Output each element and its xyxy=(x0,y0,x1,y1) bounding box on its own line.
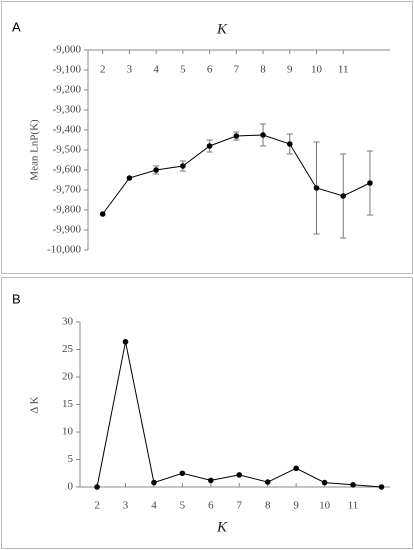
point xyxy=(264,479,271,485)
point xyxy=(233,133,240,139)
x-tick-label: 7 xyxy=(234,64,240,76)
y-tick-label: -10,000 xyxy=(47,244,81,256)
x-tick-label: 9 xyxy=(293,500,299,512)
x-tick-label: 8 xyxy=(260,64,266,76)
x-tick-label: 5 xyxy=(180,64,186,76)
point xyxy=(151,479,157,486)
y-tick-label: 25 xyxy=(62,343,74,355)
y-tick-label: 5 xyxy=(68,453,74,465)
x-tick-label: 7 xyxy=(237,500,243,512)
point xyxy=(153,167,159,173)
x-tick-label: 3 xyxy=(127,64,133,76)
point xyxy=(179,470,186,477)
x-tick-label: 4 xyxy=(153,64,159,76)
point xyxy=(260,132,266,138)
y-tick-label: 0 xyxy=(68,481,74,493)
y-tick-label: -9,900 xyxy=(53,224,82,236)
point xyxy=(313,185,320,191)
point xyxy=(122,339,129,345)
x-tick-label: 11 xyxy=(348,500,359,512)
point xyxy=(340,193,347,199)
x-tick-label: 2 xyxy=(100,64,106,76)
y-axis-label: Mean LnP(K) xyxy=(29,119,41,181)
y-tick-label: -9,300 xyxy=(53,104,82,116)
point xyxy=(286,141,293,147)
y-axis-label: Δ K xyxy=(29,396,41,413)
x-tick-label: 5 xyxy=(180,500,186,512)
y-tick-label: -9,200 xyxy=(53,84,82,96)
y-tick-label: -9,800 xyxy=(53,204,82,216)
y-tick-label: -9,000 xyxy=(53,44,82,56)
point xyxy=(293,465,299,472)
y-tick-label: 15 xyxy=(62,398,74,410)
x-tick-label: 3 xyxy=(123,500,129,512)
point xyxy=(126,175,133,181)
x-tick-label: 8 xyxy=(265,500,271,512)
y-tick-label: -9,400 xyxy=(53,124,82,136)
x-axis-label: K xyxy=(216,519,228,535)
point xyxy=(180,163,186,169)
y-tick-label: -9,700 xyxy=(53,184,82,196)
x-tick-label: 6 xyxy=(208,500,214,512)
y-tick-label: -9,100 xyxy=(53,64,82,76)
panel-frame xyxy=(1,1,413,274)
x-tick-label: 11 xyxy=(338,64,349,76)
x-tick-label: 9 xyxy=(287,64,293,76)
point xyxy=(378,484,385,490)
x-tick-label: 4 xyxy=(151,500,157,512)
point xyxy=(236,472,243,478)
y-tick-label: 20 xyxy=(62,371,74,383)
panel-frame xyxy=(1,277,413,549)
x-tick-label: 10 xyxy=(319,500,331,512)
point xyxy=(94,484,100,490)
line xyxy=(96,341,382,488)
point xyxy=(99,211,106,217)
y-tick-label: 10 xyxy=(62,426,74,438)
y-tick-label: -9,500 xyxy=(53,144,82,156)
y-tick-label: 30 xyxy=(62,316,74,328)
x-axis-label: K xyxy=(216,21,228,37)
panel-label: B xyxy=(12,291,21,306)
x-tick-label: 10 xyxy=(311,64,323,76)
point xyxy=(367,180,373,186)
point xyxy=(208,477,214,484)
x-tick-label: 6 xyxy=(207,64,213,76)
x-tick-label: 2 xyxy=(94,500,100,512)
point xyxy=(206,143,213,149)
point xyxy=(321,479,328,486)
panel-label: A xyxy=(12,19,21,34)
point xyxy=(350,482,356,488)
line xyxy=(102,134,371,215)
y-tick-label: -9,600 xyxy=(53,164,82,176)
